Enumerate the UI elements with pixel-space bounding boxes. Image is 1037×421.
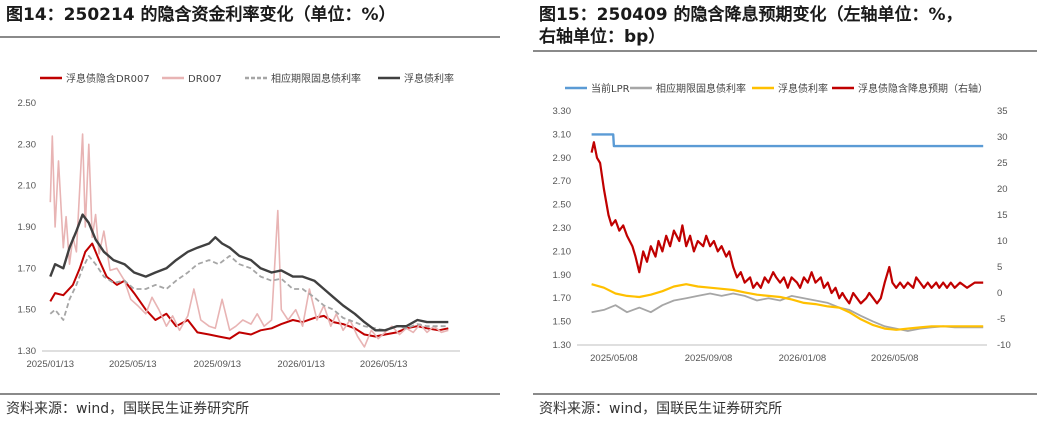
y-tick-label: 3.30 <box>553 106 572 117</box>
y-tick-label: 2.70 <box>553 176 572 187</box>
series-line <box>591 133 984 148</box>
y-tick-label: 2.50 <box>18 98 37 109</box>
x-tick-label: 2026/01/08 <box>779 353 827 364</box>
figure-title-line2: 右轴单位：bp） <box>539 27 666 47</box>
series-line <box>591 283 984 331</box>
y2-tick-label: 15 <box>997 210 1008 221</box>
y-tick-label: 2.30 <box>553 223 572 234</box>
y-tick-label: 1.30 <box>18 346 37 357</box>
source-note: 资料来源：wind，国联民生证券研究所 <box>6 401 250 417</box>
legend-label: 浮息债利率 <box>778 82 828 95</box>
y2-tick-label: 0 <box>997 288 1002 299</box>
chart-panel-right: 图15：250409 的隐含降息预期变化（左轴单位：%， 右轴单位：bp） 1.… <box>533 0 1037 421</box>
y-tick-label: 2.90 <box>553 153 572 164</box>
source-rule <box>533 393 1037 395</box>
y-tick-label: 2.10 <box>18 181 37 192</box>
x-tick-label: 2025/09/13 <box>194 359 242 370</box>
legend-label: 浮息债利率 <box>404 72 454 85</box>
y2-tick-label: 10 <box>997 236 1008 247</box>
series-line <box>49 133 449 348</box>
figure-title: 图15：250409 的隐含降息预期变化（左轴单位：%， 右轴单位：bp） <box>539 4 963 48</box>
y-tick-label: 1.50 <box>553 317 572 328</box>
y-tick-label: 2.50 <box>553 200 572 211</box>
legend-label: DR007 <box>188 74 222 85</box>
legend-label: 相应期限固息债利率 <box>656 82 746 95</box>
y-tick-label: 1.90 <box>18 222 37 233</box>
x-tick-label: 2026/01/13 <box>277 359 325 370</box>
legend-label: 相应期限固息债利率 <box>271 72 361 85</box>
rate-cut-expectation-chart: 1.30 1.50 1.70 1.90 2.10 2.30 2.50 2.70 2.90 3.10… <box>553 82 1011 364</box>
y2-tick-label: -10 <box>997 340 1011 351</box>
source-rule <box>0 393 500 395</box>
y2-tick-label: 25 <box>997 158 1008 169</box>
y2-tick-label: -5 <box>997 314 1005 325</box>
source-note: 资料来源：wind，国联民生证券研究所 <box>539 401 783 417</box>
figure-title: 图14：250214 的隐含资金利率变化（单位：%） <box>6 5 396 25</box>
y-tick-label: 1.70 <box>18 263 37 274</box>
y-tick-label: 1.30 <box>553 340 572 351</box>
y-tick-label: 2.10 <box>553 246 572 257</box>
y2-tick-label: 30 <box>997 132 1008 143</box>
legend-label: 浮息债隐含降息预期（右轴） <box>858 82 988 95</box>
x-tick-label: 2025/05/13 <box>109 359 157 370</box>
title-rule <box>0 36 500 38</box>
y-tick-label: 1.50 <box>18 305 37 316</box>
x-tick-label: 2025/01/13 <box>26 359 74 370</box>
figure-title-line1: 图15：250409 的隐含降息预期变化（左轴单位：%， <box>539 5 963 25</box>
chart-panel-left: 图14：250214 的隐含资金利率变化（单位：%） 1.30 1.50 1.70 1… <box>0 0 500 421</box>
y2-tick-label: 20 <box>997 184 1008 195</box>
x-tick-label: 2025/05/08 <box>590 353 638 364</box>
title-rule <box>533 50 1037 52</box>
y2-tick-label: 5 <box>997 262 1002 273</box>
y-tick-label: 2.30 <box>18 139 37 150</box>
x-tick-label: 2026/05/13 <box>360 359 408 370</box>
x-tick-label: 2025/09/08 <box>685 353 733 364</box>
dr007-implied-chart: 1.30 1.50 1.70 1.90 2.10 2.30 2.50 2025/01/13 20… <box>18 72 460 370</box>
series-line <box>49 255 449 332</box>
y2-tick-label: 35 <box>997 106 1008 117</box>
series-line <box>590 141 984 305</box>
legend-label: 当前LPR <box>591 82 630 95</box>
legend-label: 浮息债隐含DR007 <box>66 72 150 85</box>
x-tick-label: 2026/05/08 <box>871 353 919 364</box>
y-tick-label: 3.10 <box>553 129 572 140</box>
series-line <box>49 213 449 332</box>
y-tick-label: 1.70 <box>553 293 572 304</box>
y-tick-label: 1.90 <box>553 270 572 281</box>
